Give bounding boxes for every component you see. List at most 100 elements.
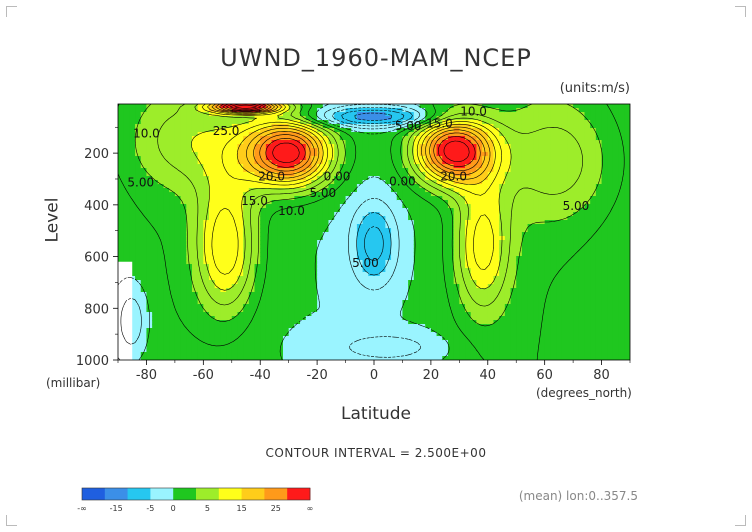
field-cell	[271, 256, 278, 261]
field-cell	[430, 320, 438, 325]
field-cell	[163, 164, 170, 169]
field-cell	[527, 260, 534, 265]
field-cell	[271, 228, 278, 233]
field-cell	[402, 340, 409, 345]
field-cell	[174, 104, 182, 109]
field-cell	[419, 280, 426, 285]
field-cell	[436, 348, 443, 353]
field-cell	[374, 200, 381, 205]
field-cell	[499, 180, 506, 185]
field-cell	[527, 316, 534, 321]
field-cell	[538, 132, 546, 137]
field-cell	[197, 148, 204, 153]
field-cell	[135, 116, 142, 121]
field-cell	[516, 240, 523, 245]
field-cell	[499, 200, 506, 205]
field-cell	[135, 328, 142, 333]
field-cell	[556, 264, 563, 269]
field-cell	[482, 296, 489, 301]
field-cell	[408, 332, 415, 337]
field-cell	[436, 228, 443, 233]
field-cell	[550, 316, 557, 321]
field-cell	[123, 220, 130, 225]
field-cell	[482, 160, 489, 165]
field-cell	[425, 240, 432, 245]
field-cell	[430, 164, 438, 169]
field-cell	[214, 172, 221, 177]
field-cell	[516, 232, 523, 237]
field-cell	[282, 144, 290, 149]
field-cell	[339, 140, 347, 145]
field-cell	[220, 252, 227, 257]
field-cell	[328, 268, 335, 273]
field-cell	[487, 212, 495, 217]
field-cell	[425, 112, 432, 117]
field-cell	[345, 272, 352, 277]
field-cell	[391, 276, 398, 281]
field-cell	[220, 184, 227, 189]
field-cell	[538, 252, 546, 257]
field-cell	[476, 332, 483, 337]
field-cell	[544, 136, 551, 141]
field-cell	[487, 300, 495, 305]
field-cell	[328, 124, 335, 129]
field-cell	[550, 168, 557, 173]
field-cell	[465, 332, 472, 337]
field-cell	[317, 192, 324, 197]
field-cell	[482, 116, 489, 121]
field-cell	[368, 316, 375, 321]
field-cell	[402, 220, 409, 225]
field-cell	[174, 192, 182, 197]
field-cell	[174, 160, 182, 165]
field-cell	[493, 308, 500, 313]
field-cell	[459, 316, 466, 321]
field-cell	[402, 132, 409, 137]
field-cell	[368, 216, 375, 221]
field-cell	[237, 144, 244, 149]
field-cell	[334, 356, 341, 360]
field-cell	[186, 348, 193, 353]
field-cell	[516, 256, 523, 261]
field-cell	[538, 240, 546, 245]
field-cell	[157, 316, 165, 321]
field-cell	[385, 136, 392, 141]
field-cell	[351, 176, 358, 181]
field-cell	[527, 152, 534, 157]
field-cell	[140, 312, 148, 317]
field-cell	[425, 264, 432, 269]
field-cell	[408, 272, 415, 277]
field-cell	[527, 256, 534, 261]
field-cell	[254, 296, 261, 301]
field-cell	[556, 188, 563, 193]
field-cell	[163, 308, 170, 313]
field-cell	[129, 136, 136, 141]
field-cell	[305, 304, 313, 309]
field-cell	[459, 300, 466, 305]
field-cell	[482, 348, 489, 353]
field-cell	[374, 232, 381, 237]
field-cell	[482, 132, 489, 137]
field-cell	[277, 248, 284, 253]
field-cell	[487, 268, 495, 273]
field-cell	[186, 124, 193, 129]
field-cell	[129, 356, 136, 360]
field-cell	[254, 188, 261, 193]
field-cell	[271, 212, 278, 217]
field-cell	[425, 256, 432, 261]
field-cell	[368, 116, 375, 121]
field-cell	[317, 356, 324, 360]
field-cell	[186, 164, 193, 169]
field-cell	[334, 184, 341, 189]
field-cell	[328, 324, 335, 329]
field-cell	[345, 348, 352, 353]
field-cell	[447, 328, 455, 333]
field-cell	[527, 136, 534, 141]
field-cell	[282, 156, 290, 161]
field-cell	[265, 204, 273, 209]
field-cell	[470, 172, 477, 177]
field-cell	[544, 240, 551, 245]
field-cell	[470, 116, 477, 121]
field-cell	[419, 304, 426, 309]
field-cell	[493, 288, 500, 293]
field-cell	[123, 120, 130, 125]
